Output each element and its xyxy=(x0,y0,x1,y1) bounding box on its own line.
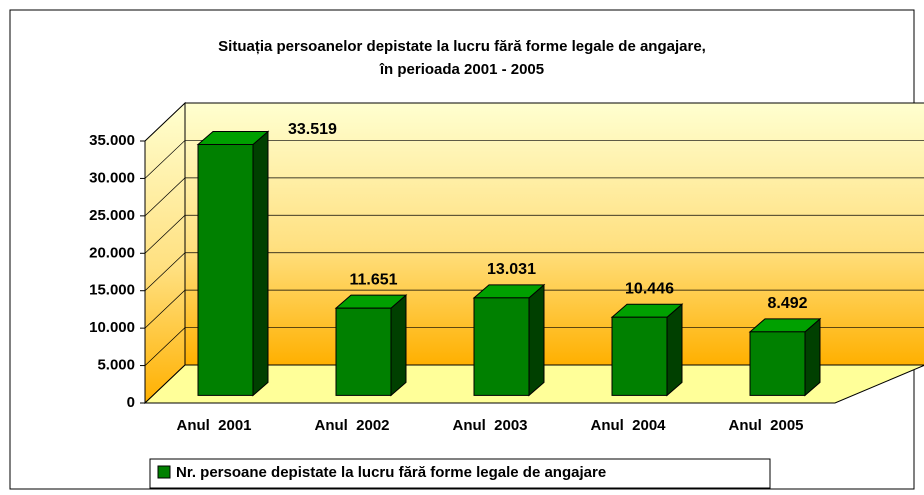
x-tick-label: Anul 2004 xyxy=(590,417,666,434)
x-tick-label: Anul 2003 xyxy=(452,417,527,434)
x-tick-label: Anul 2002 xyxy=(314,417,389,434)
data-label: 33.519 xyxy=(288,121,337,138)
bar xyxy=(749,331,806,396)
y-tick-label: 15.000 xyxy=(89,282,135,299)
grid-line xyxy=(144,252,924,291)
y-tick-label: 10.000 xyxy=(89,319,135,336)
y-tick-label: 20.000 xyxy=(89,244,135,261)
x-tick-label: Anul 2001 xyxy=(176,417,251,434)
bar xyxy=(197,143,254,396)
x-tick-label: Anul 2005 xyxy=(728,417,803,434)
grid-line xyxy=(144,214,924,254)
legend-swatch xyxy=(157,465,171,479)
bar xyxy=(335,307,392,396)
chart-subtitle: în perioada 2001 - 2005 xyxy=(379,61,544,78)
grid-line xyxy=(144,102,924,142)
y-tick-label: 35.000 xyxy=(89,132,135,149)
y-tick-label: 5.000 xyxy=(97,357,135,374)
grid-line xyxy=(144,140,924,179)
y-tick-label: 25.000 xyxy=(89,207,135,224)
bar-side xyxy=(252,130,269,397)
bar-side xyxy=(390,294,407,397)
chart-title: Situația persoanelor depistate la lucru … xyxy=(218,38,706,55)
grid-line xyxy=(144,289,924,329)
legend-label: Nr. persoane depistate la lucru fără for… xyxy=(176,464,606,481)
bar xyxy=(473,297,530,396)
side-wall xyxy=(144,101,186,405)
data-label: 8.492 xyxy=(767,295,807,312)
bar xyxy=(611,316,668,396)
bar-side xyxy=(666,303,683,397)
legend-box xyxy=(149,458,771,489)
y-tick-label: 30.000 xyxy=(89,169,135,186)
data-label: 11.651 xyxy=(349,271,397,288)
y-tick-label: 0 xyxy=(127,394,135,411)
grid-line xyxy=(144,177,924,217)
data-label: 13.031 xyxy=(487,261,536,278)
bar-side xyxy=(528,283,545,397)
data-label: 10.446 xyxy=(625,280,674,297)
